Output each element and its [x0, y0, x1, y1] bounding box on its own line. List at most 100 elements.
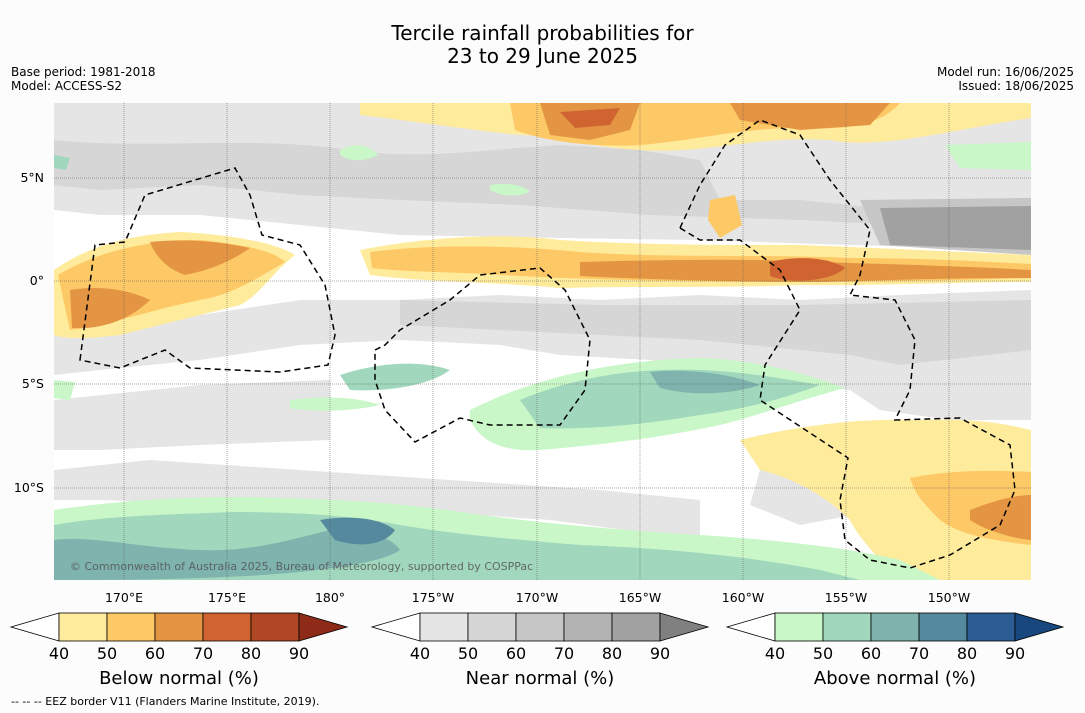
below-normal-se: [740, 419, 1031, 580]
colorbar-left-arrow: [725, 612, 776, 642]
colorbar-tick-label: 40: [49, 644, 69, 663]
eez-border-west: [79, 167, 336, 373]
near-normal-regions: [54, 103, 1031, 540]
lon-label: 150°W: [928, 590, 970, 605]
above-normal-patch-3: [490, 183, 530, 196]
colorbar-left-arrow: [370, 612, 421, 642]
colorbar-segment: [774, 612, 824, 642]
colorbars: 40 50 60 70 80 90 40 50 60 70 80 90 40 50 60 70 80 90: [9, 612, 1065, 663]
colorbar-tick-label: 90: [1005, 644, 1025, 663]
above-normal-label: Above normal (%): [813, 668, 977, 689]
colorbar-right-arrow: [298, 612, 349, 642]
colorbar-tick-label: 50: [458, 644, 478, 663]
colorbar-tick-label: 60: [145, 644, 165, 663]
colorbar-tick-label: 80: [957, 644, 977, 663]
colorbar-left-arrow: [9, 612, 60, 642]
colorbar-tick-label: 80: [241, 644, 261, 663]
colorbar-segment: [154, 612, 204, 642]
lon-label: 170°W: [516, 590, 558, 605]
colorbar-segment: [250, 612, 300, 642]
colorbar-tick-label: 70: [909, 644, 929, 663]
lon-label: 175°W: [412, 590, 454, 605]
colorbar-segment: [563, 612, 613, 642]
eez-footnote: -- -- -- EEZ border V11 (Flanders Marine…: [11, 695, 320, 708]
colorbar-segment: [202, 612, 252, 642]
eez-border-east: [679, 119, 1016, 569]
near-normal-south: [54, 460, 700, 540]
title-line-2: 23 to 29 June 2025: [447, 44, 638, 68]
near-normal-equatorial-darker: [400, 300, 1031, 365]
title-line-1: Tercile rainfall probabilities for: [391, 21, 694, 45]
colorbar-tick-label: 80: [602, 644, 622, 663]
colorbar-tick-label: 50: [813, 644, 833, 663]
above-normal-patch-2: [340, 145, 378, 161]
colorbar-segment: [966, 612, 1016, 642]
lon-label: 180°: [315, 590, 345, 605]
model-run-text: Model run: 16/06/2025: [936, 65, 1074, 79]
colorbar-segment: [918, 612, 968, 642]
lon-label: 165°W: [619, 590, 661, 605]
colorbar-right-arrow: [659, 612, 710, 642]
colorbar-tick-label: 70: [554, 644, 574, 663]
above-normal-central-3: [650, 370, 760, 394]
colorbar-tick-label: 70: [193, 644, 213, 663]
lat-label: 10°S: [14, 480, 44, 495]
near-normal-north-darker: [54, 140, 1031, 225]
colorbar: 40 50 60 70 80 90: [9, 612, 349, 663]
lat-label: 5°S: [22, 376, 44, 391]
colorbar-tick-label: 90: [650, 644, 670, 663]
base-period-text: Base period: 1981-2018: [11, 65, 156, 79]
colorbar: 40 50 60 70 80 90: [370, 612, 710, 663]
above-normal-west-central: [340, 363, 450, 391]
lon-labels: 170°E 175°E 180° 175°W 170°W 165°W 160°W…: [105, 590, 970, 605]
model-text: Model: ACCESS-S2: [11, 79, 123, 93]
gridlines: [54, 103, 1031, 580]
above-normal-patch-1: [290, 397, 380, 411]
colorbar-segment: [515, 612, 565, 642]
below-normal-label: Below normal (%): [99, 668, 259, 689]
lat-label: 5°N: [20, 170, 44, 185]
below-normal-west-3: [70, 288, 150, 329]
lon-label: 155°W: [825, 590, 867, 605]
eez-borders: [79, 119, 1016, 569]
colorbar-tick-label: 60: [861, 644, 881, 663]
eez-border-central: [374, 267, 591, 443]
lon-label: 160°W: [722, 590, 764, 605]
near-normal-ne-core: [880, 206, 1031, 250]
issued-text: Issued: 18/06/2025: [958, 79, 1074, 93]
colorbar-segment: [870, 612, 920, 642]
colorbar: 40 50 60 70 80 90: [725, 612, 1065, 663]
colorbar-right-arrow: [1014, 612, 1065, 642]
colorbar-segment: [611, 612, 661, 642]
colorbar-tick-label: 40: [765, 644, 785, 663]
below-normal-north-4: [560, 108, 620, 128]
below-normal-equator-4: [770, 258, 845, 281]
below-normal-se-3: [970, 495, 1031, 540]
colorbar-tick-label: 60: [506, 644, 526, 663]
credit-text: © Commonwealth of Australia 2025, Bureau…: [70, 560, 533, 573]
meta-right: Model run: 16/06/2025 Issued: 18/06/2025: [937, 65, 1074, 93]
lon-label: 175°E: [208, 590, 246, 605]
above-normal-ne: [945, 142, 1031, 170]
colorbar-tick-label: 90: [289, 644, 309, 663]
lat-label: 0°: [30, 273, 44, 288]
near-normal-sw: [54, 380, 330, 450]
above-normal-patch-5: [54, 380, 75, 400]
below-normal-patch: [708, 195, 742, 238]
above-normal-patch-4: [54, 155, 70, 170]
below-normal-north-5: [730, 103, 890, 130]
meta-left: Base period: 1981-2018 Model: ACCESS-S2: [11, 65, 156, 93]
colorbar-segment: [822, 612, 872, 642]
lon-label: 170°E: [105, 590, 143, 605]
colorbar-segment: [419, 612, 469, 642]
above-normal-regions: [54, 142, 1031, 580]
map-field: © Commonwealth of Australia 2025, Bureau…: [54, 103, 1031, 580]
near-normal-label: Near normal (%): [465, 668, 615, 689]
colorbar-segment: [467, 612, 517, 642]
colorbar-tick-label: 50: [97, 644, 117, 663]
colorbar-tick-label: 40: [410, 644, 430, 663]
lat-labels: 5°N 0° 5°S 10°S: [14, 170, 44, 495]
colorbar-segment: [106, 612, 156, 642]
below-normal-west-4: [150, 240, 250, 275]
